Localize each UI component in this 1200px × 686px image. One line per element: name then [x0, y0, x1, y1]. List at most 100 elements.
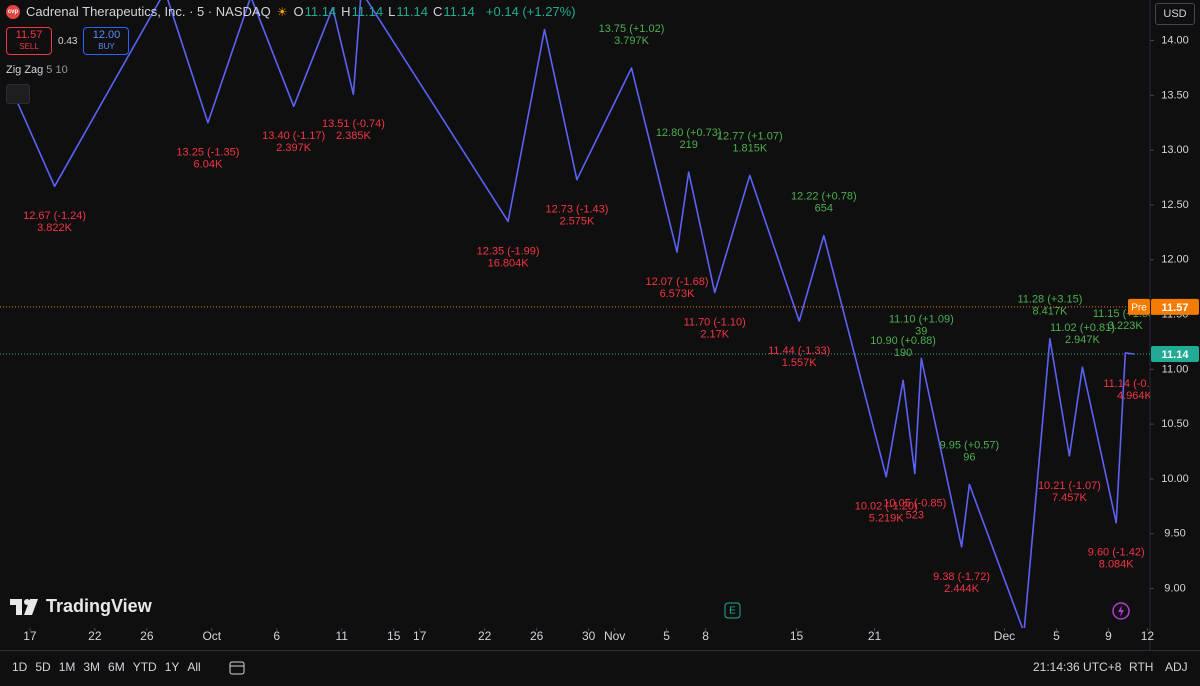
- pivot-volume: 2.385K: [336, 130, 372, 142]
- x-tick-label: 17: [23, 629, 37, 643]
- currency-button[interactable]: USD: [1155, 3, 1195, 25]
- x-tick-label: 15: [387, 629, 401, 643]
- y-tick-label: 9.00: [1164, 582, 1185, 594]
- pivot-volume: 8.417K: [1033, 306, 1069, 318]
- adjust-toggle[interactable]: ADJ: [1165, 660, 1188, 674]
- x-tick-label: 17: [413, 629, 427, 643]
- range-button[interactable]: 3M: [83, 660, 101, 674]
- pivot-volume: 4.964K: [1117, 390, 1153, 402]
- pivot-label: 12.73 (-1.43): [545, 204, 608, 216]
- range-buttons: 1D 5D 1M 3M 6M YTD 1Y All: [8, 660, 205, 674]
- pivot-volume: 6.04K: [194, 159, 223, 171]
- x-tick-label: 26: [530, 629, 544, 643]
- date-range-icon[interactable]: [228, 659, 246, 677]
- pivot-volume: 219: [680, 139, 698, 151]
- symbol-title[interactable]: Cadrenal Therapeutics, Inc. · 5 · NASDAQ: [26, 4, 271, 19]
- pivot-volume: 2.947K: [1065, 334, 1101, 346]
- pivot-volume: 5.219K: [869, 513, 905, 525]
- pivot-label: 11.28 (+3.15): [1017, 294, 1082, 306]
- indicator-legend[interactable]: Zig Zag 5 10: [6, 64, 68, 76]
- price-badge-tag: [1128, 298, 1150, 315]
- price-badge-label: 11.14: [1162, 349, 1190, 361]
- ohlc-key: O: [293, 4, 304, 19]
- collapse-button[interactable]: [6, 84, 30, 104]
- ohlc-value: 11.14: [396, 4, 428, 19]
- spread: 0.43: [58, 35, 78, 47]
- ohlc-value: 11.14: [443, 4, 475, 19]
- axes: 14.0013.5013.0012.5012.0011.5011.0010.50…: [23, 34, 1199, 643]
- sell-label: SELL: [19, 42, 39, 51]
- pivot-volume: 3.223K: [1108, 320, 1144, 332]
- range-button[interactable]: 1M: [58, 660, 76, 674]
- session-icon: ☀: [276, 4, 288, 19]
- svg-text:E: E: [729, 606, 736, 617]
- pivot-volume: 190: [894, 347, 912, 359]
- pivot-label: 10.90 (+0.88): [870, 335, 936, 347]
- x-tick-label: Nov: [604, 629, 625, 643]
- pivot-label: 12.67 (-1.24): [23, 210, 86, 222]
- pivot-label: 9.38 (-1.72): [933, 571, 990, 583]
- bottom-toolbar: 1D 5D 1M 3M 6M YTD 1Y All 21:14:36 UTC+8 RTH AD…: [0, 650, 1200, 686]
- pivot-label: 9.60 (-1.42): [1088, 547, 1145, 559]
- pivot-volume: 3.797K: [614, 35, 650, 47]
- x-tick-label: 15: [790, 629, 804, 643]
- y-tick-label: 12.00: [1161, 254, 1189, 266]
- pivot-label: 12.77 (+1.07): [717, 130, 783, 142]
- symbol-logo: cvp: [6, 4, 20, 19]
- price-change: +0.14 (+1.27%): [485, 4, 576, 19]
- pivot-volume: 2.17K: [700, 329, 729, 341]
- events-icon[interactable]: [1112, 602, 1130, 620]
- y-tick-label: 11.00: [1162, 363, 1189, 375]
- ohlc-value: 11.14: [351, 4, 384, 19]
- range-button[interactable]: All: [187, 660, 201, 674]
- pivot-label: 11.10 (+1.09): [889, 313, 954, 325]
- pivot-volume: 523: [906, 509, 924, 521]
- x-tick-label: 5: [1053, 629, 1060, 643]
- pivot-label: 12.35 (-1.99): [477, 245, 540, 257]
- range-button[interactable]: 6M: [108, 660, 125, 674]
- x-tick-label: Dec: [994, 629, 1015, 643]
- y-tick-label: 13.00: [1161, 144, 1189, 156]
- ohlc-value: 11.14: [304, 4, 337, 19]
- x-tick-label: 11: [336, 629, 349, 643]
- trade-panel: 11.57 SELL 0.43 12.00 BUY: [6, 27, 130, 55]
- pivot-volume: 3.822K: [37, 222, 73, 234]
- price-badge-label: 11.57: [1162, 302, 1189, 314]
- pivot-label: 13.51 (-0.74): [322, 118, 385, 130]
- pivot-volume: 654: [815, 203, 833, 215]
- x-tick-label: 21: [868, 629, 882, 643]
- brand-name: TradingView: [46, 596, 152, 616]
- brand: TradingView: [10, 596, 152, 617]
- range-button[interactable]: 1Y: [164, 660, 180, 674]
- price-badge: [1151, 346, 1199, 363]
- earnings-icon[interactable]: E: [724, 602, 741, 619]
- sell-button[interactable]: 11.57 SELL: [6, 27, 52, 55]
- session-toggle[interactable]: RTH: [1129, 660, 1154, 674]
- y-tick-label: 12.50: [1161, 199, 1189, 211]
- pivot-label: 10.05 (-0.85): [883, 497, 946, 509]
- y-tick-label: 10.00: [1161, 473, 1189, 485]
- pivot-volume: 96: [963, 451, 975, 463]
- x-tick-label: Oct: [202, 629, 221, 643]
- pivot-label: 10.02 (-1.20): [855, 501, 918, 513]
- price-badge: [1151, 298, 1199, 315]
- ohlc: O11.14 H11.14 L11.14 C11.14: [293, 4, 479, 19]
- pivot-volume: 2.397K: [276, 142, 312, 154]
- y-tick-label: 10.50: [1161, 418, 1189, 430]
- header: cvp Cadrenal Therapeutics, Inc. · 5 · NA…: [6, 4, 576, 19]
- pivot-label: 11.02 (+0.81): [1050, 322, 1115, 334]
- buy-label: BUY: [98, 42, 115, 51]
- pivot-label: 13.25 (-1.35): [176, 147, 239, 159]
- range-button[interactable]: YTD: [132, 660, 157, 674]
- pivot-label: 11.70 (-1.10): [684, 317, 746, 329]
- range-button[interactable]: 5D: [35, 660, 51, 674]
- buy-button[interactable]: 12.00 BUY: [83, 27, 130, 55]
- range-button[interactable]: 1D: [12, 660, 28, 674]
- x-tick-label: 5: [663, 629, 670, 643]
- pivot-volume: 7.457K: [1052, 492, 1088, 504]
- y-tick-label: 14.00: [1161, 34, 1189, 46]
- pivot-label: 13.40 (-1.17): [262, 130, 325, 142]
- price-badge-name: Pre: [1131, 303, 1147, 314]
